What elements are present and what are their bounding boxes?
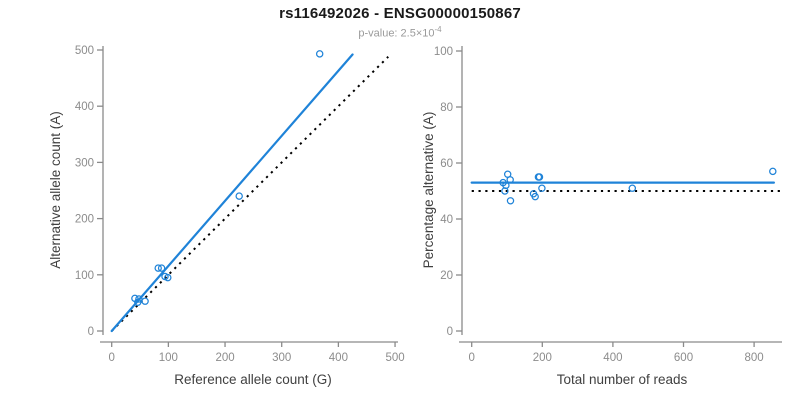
y-tick-label: 20	[440, 270, 453, 282]
y-axis-label: Alternative allele count (A)	[48, 111, 63, 269]
identity-line	[110, 56, 389, 332]
y-tick-label: 500	[75, 45, 94, 57]
data-point	[154, 264, 162, 272]
y-tick-label: 0	[447, 326, 453, 338]
data-point	[535, 173, 544, 181]
x-tick-label: 500	[385, 352, 404, 364]
pvalue-text: p-value: 2.5×10	[358, 27, 435, 40]
y-axis-label: Percentage alternative (A)	[421, 112, 436, 269]
x-tick-label: 400	[329, 352, 348, 364]
y-tick-label: 300	[75, 157, 94, 169]
y-tick-label: 60	[440, 158, 453, 170]
percentage-plot: 0 200 400 600 800 0 20 40 60 80 100 Total number of…	[421, 46, 782, 387]
data-point	[157, 264, 166, 272]
y-tick-label: 200	[75, 214, 94, 226]
regression-line	[110, 53, 354, 333]
data-point	[531, 192, 539, 201]
data-point	[315, 50, 324, 58]
allele-count-plot: 0 100 200 300 400 500 0 100 200 300 400 500 Referenc…	[48, 45, 405, 387]
data-point	[164, 273, 172, 282]
y-tick-label: 80	[440, 102, 453, 114]
y-tick-label: 100	[434, 46, 453, 58]
x-axis-label: Total number of reads	[557, 372, 688, 387]
data-point	[235, 192, 243, 200]
data-point	[628, 184, 637, 192]
data-point	[769, 167, 777, 176]
y-tick-label: 100	[75, 270, 94, 282]
pvalue-subtitle: p-value: 2.5×10-4	[0, 25, 800, 40]
x-tick-label: 400	[603, 352, 622, 364]
x-tick-label: 800	[745, 352, 764, 364]
x-axis-label: Reference allele count (G)	[174, 372, 332, 387]
y-tick-label: 400	[75, 101, 94, 113]
y-tick-label: 0	[88, 326, 94, 338]
data-point	[506, 176, 514, 184]
data-point	[502, 181, 510, 190]
page-title: rs116492026 - ENSG00000150867	[279, 5, 521, 22]
x-tick-label: 200	[533, 352, 552, 364]
x-tick-label: 100	[159, 352, 178, 364]
data-point	[135, 295, 143, 303]
x-tick-label: 0	[108, 352, 114, 364]
pvalue-exponent: -4	[434, 25, 442, 34]
x-tick-label: 200	[215, 352, 234, 364]
data-point	[134, 298, 142, 307]
data-point	[538, 184, 546, 192]
data-point	[506, 197, 515, 205]
x-tick-label: 0	[468, 352, 474, 364]
data-point	[141, 297, 149, 305]
x-tick-label: 600	[674, 352, 693, 364]
x-tick-label: 300	[272, 352, 291, 364]
y-tick-label: 40	[440, 214, 453, 226]
